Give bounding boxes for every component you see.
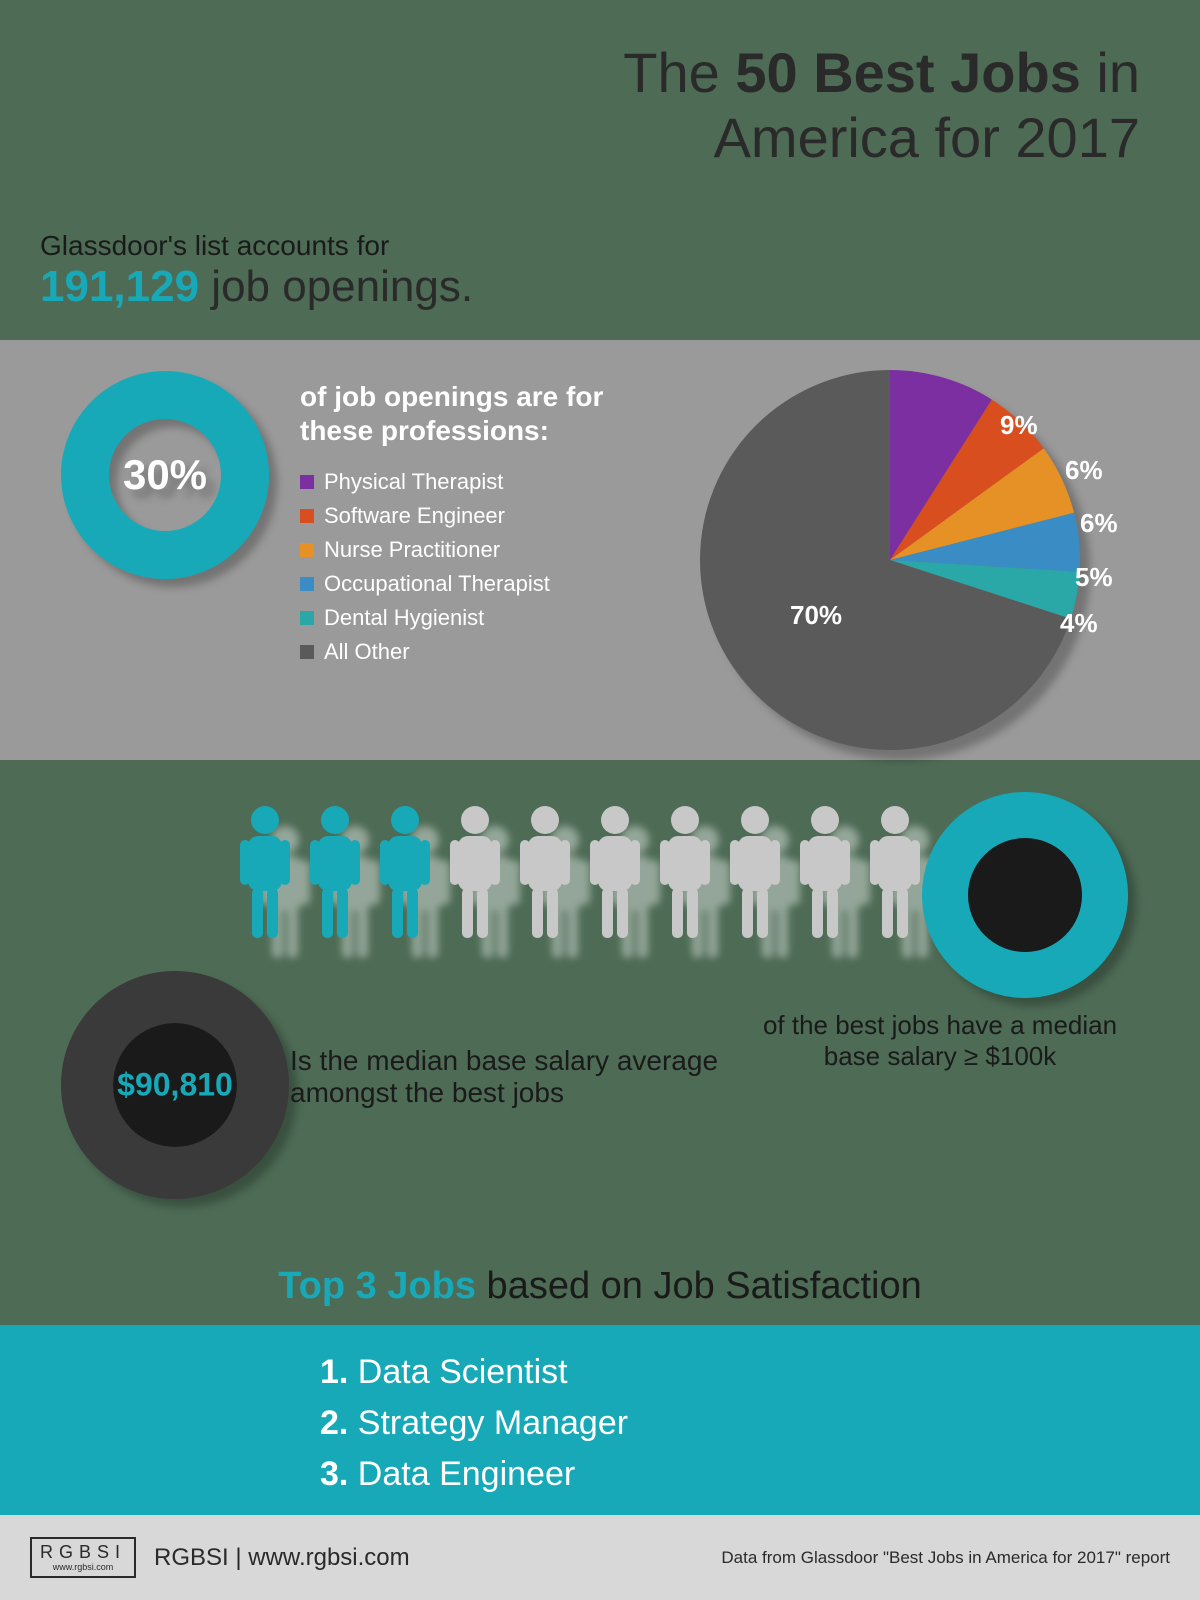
logo-box: RGBSI www.rgbsi.com (30, 1537, 136, 1578)
person-icon (300, 800, 370, 950)
top3-accent: Top 3 Jobs (278, 1265, 476, 1307)
legend-label: Nurse Practitioner (324, 537, 500, 563)
donut-34pct: 34% (920, 790, 1130, 1000)
footer-source: Data from Glassdoor "Best Jobs in Americ… (721, 1548, 1170, 1568)
top3-rest: based on Job Satisfaction (476, 1265, 922, 1307)
title-pre: The (623, 41, 735, 104)
person-icon (650, 800, 720, 950)
intro-line1: Glassdoor's list accounts for (40, 230, 473, 262)
person-icon (230, 800, 300, 950)
intro-suffix: job openings. (199, 262, 473, 311)
title-post: in (1081, 41, 1140, 104)
legend-label: Physical Therapist (324, 469, 503, 495)
legend-label: Occupational Therapist (324, 571, 550, 597)
person-icon (370, 800, 440, 950)
top3-heading: Top 3 Jobs based on Job Satisfaction (0, 1265, 1200, 1308)
top3-item: 1. Data Scientist (320, 1347, 1200, 1398)
donut-salary-label: $90,810 (117, 1067, 233, 1104)
pie-slice-label: 70% (790, 600, 842, 631)
legend-swatch (300, 577, 314, 591)
pie-slice-label: 6% (1080, 508, 1118, 539)
page-title: The 50 Best Jobs in America for 2017 (623, 40, 1140, 170)
professions-block: of job openings are for these profession… (300, 380, 603, 669)
person-icon (790, 800, 860, 950)
pie-slice-label: 4% (1060, 608, 1098, 639)
profession-item: All Other (300, 635, 603, 669)
legend-swatch (300, 509, 314, 523)
legend-swatch (300, 645, 314, 659)
person-icon (440, 800, 510, 950)
profession-item: Occupational Therapist (300, 567, 603, 601)
pie-chart: 9% 6% 6% 5% 4% 70% (660, 340, 1120, 780)
donut-34-label: 34% (985, 873, 1065, 918)
professions-list: Physical Therapist Software Engineer Nurse… (300, 465, 603, 669)
profession-item: Dental Hygienist (300, 601, 603, 635)
logo-sub: www.rgbsi.com (40, 1563, 126, 1572)
person-icon (510, 800, 580, 950)
legend-swatch (300, 611, 314, 625)
legend-label: Software Engineer (324, 503, 505, 529)
title-bold: 50 Best Jobs (735, 41, 1081, 104)
donut-salary: $90,810 (60, 970, 290, 1200)
caption-34: of the best jobs have a median base sala… (760, 1010, 1120, 1072)
pie-slice-label: 9% (1000, 410, 1038, 441)
legend-swatch (300, 475, 314, 489)
footer-left: RGBSI www.rgbsi.com RGBSI | www.rgbsi.co… (30, 1537, 410, 1578)
profession-item: Physical Therapist (300, 465, 603, 499)
top3-band: 1. Data Scientist2. Strategy Manager3. D… (0, 1325, 1200, 1515)
legend-swatch (300, 543, 314, 557)
footer-brand: RGBSI | www.rgbsi.com (154, 1544, 410, 1572)
legend-label: Dental Hygienist (324, 605, 484, 631)
footer: RGBSI www.rgbsi.com RGBSI | www.rgbsi.co… (0, 1515, 1200, 1600)
person-icon (580, 800, 650, 950)
title-line2: America for 2017 (623, 105, 1140, 170)
legend-label: All Other (324, 639, 410, 665)
donut-30-label: 30% (123, 451, 207, 499)
people-icons-row (230, 800, 930, 950)
profession-item: Nurse Practitioner (300, 533, 603, 567)
top3-item: 2. Strategy Manager (320, 1398, 1200, 1449)
donut-30pct: 30% (60, 370, 270, 580)
pie-slice-label: 6% (1065, 455, 1103, 486)
prof-heading-l1: of job openings are for (300, 380, 603, 414)
top3-item: 3. Data Engineer (320, 1449, 1200, 1500)
intro-number: 191,129 (40, 262, 199, 311)
prof-heading-l2: these professions: (300, 414, 603, 448)
profession-item: Software Engineer (300, 499, 603, 533)
salary-caption: Is the median base salary average amongs… (290, 1045, 720, 1109)
person-icon (720, 800, 790, 950)
pie-slice-label: 5% (1075, 562, 1113, 593)
intro-block: Glassdoor's list accounts for 191,129 jo… (40, 230, 473, 312)
logo-text: RGBSI (40, 1542, 126, 1562)
